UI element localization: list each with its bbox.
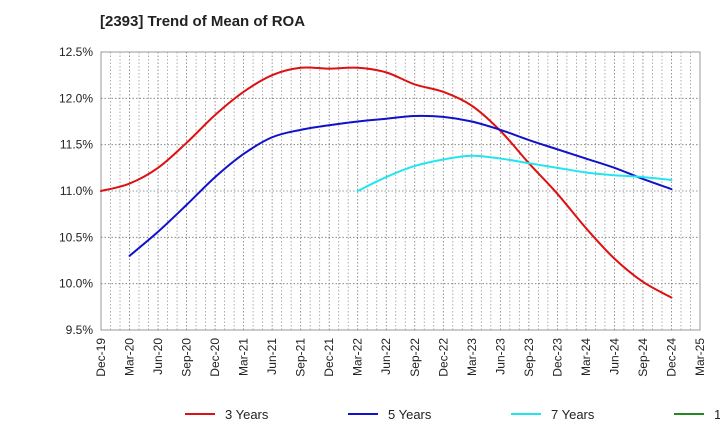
x-tick-label: Mar-23 [465,338,479,376]
x-tick-label: Jun-22 [379,338,393,375]
x-tick-label: Jun-23 [493,338,507,375]
y-tick-label: 10.0% [59,277,93,291]
grid [100,51,701,331]
x-tick-label: Dec-21 [322,338,336,377]
x-tick-label: Mar-21 [237,338,251,376]
x-tick-label: Mar-22 [351,338,365,376]
x-tick-label: Dec-20 [208,338,222,377]
x-tick-label: Dec-23 [550,338,564,377]
x-tick-label: Sep-22 [408,338,422,377]
x-tick-label: Dec-24 [664,338,678,377]
series-line-5-years [128,114,673,257]
legend-label-3-years: 3 Years [225,407,269,422]
y-tick-label: 9.5% [66,323,94,337]
x-tick-label: Mar-25 [693,338,707,376]
series-line-3-years [100,66,673,299]
x-tick-label: Sep-23 [522,338,536,377]
x-tick-label: Jun-20 [151,338,165,375]
x-tick-label: Sep-20 [180,338,194,377]
x-tick-label: Mar-24 [579,338,593,376]
x-tick-label: Sep-24 [636,338,650,377]
legend: 3 Years 5 Years 7 Years 10 Years [185,407,720,422]
plot-area [100,51,701,331]
y-tick-label: 10.5% [59,230,93,244]
legend-label-10-years: 10 Years [714,407,720,422]
x-tick-label: Dec-22 [436,338,450,377]
legend-label-7-years: 7 Years [551,407,595,422]
chart-title: [2393] Trend of Mean of ROA [100,13,306,30]
x-tick-label: Jun-21 [265,338,279,375]
x-tick-label: Sep-21 [294,338,308,377]
y-tick-label: 11.0% [60,184,93,198]
series-lines [100,66,673,299]
y-tick-label: 12.0% [59,91,93,105]
y-tick-label: 12.5% [59,45,93,59]
x-tick-label: Mar-20 [123,338,137,376]
x-tick-label: Jun-24 [607,338,621,375]
legend-label-5-years: 5 Years [388,407,432,422]
x-tick-label: Dec-19 [94,338,108,377]
series-line-7-years [356,154,673,192]
y-tick-label: 11.5% [60,138,93,152]
axes: 12.5% 12.0% 11.5% 11.0% 10.5% 10.0% 9.5%Dec-19… [59,45,707,377]
